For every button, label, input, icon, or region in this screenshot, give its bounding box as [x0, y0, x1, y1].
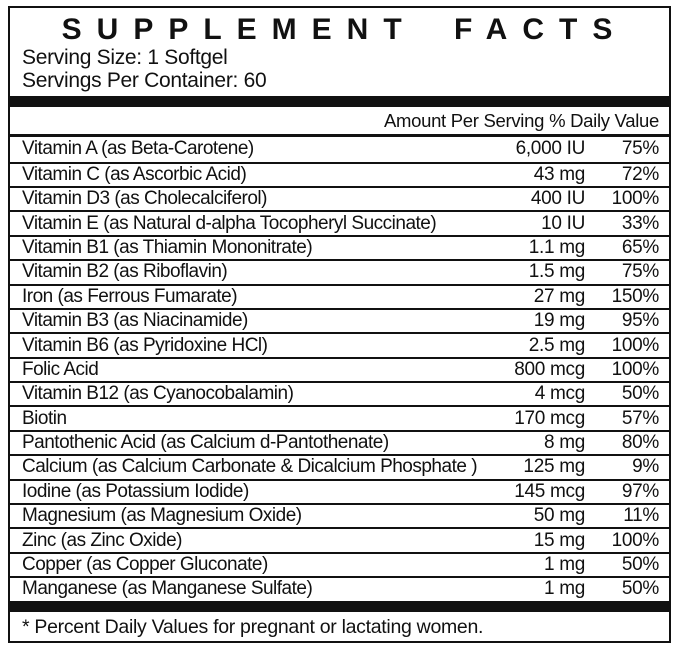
footnote: * Percent Daily Values for pregnant or l…	[22, 615, 484, 638]
nutrient-name: Vitamin B12 (as Cyanocobalamin)	[22, 383, 294, 405]
table-row: Zinc (as Zinc Oxide) 15 mg 100%	[10, 527, 669, 551]
divider-bar-bottom	[10, 600, 669, 612]
nutrient-daily-value: 33%	[621, 212, 659, 234]
nutrient-name: Calcium (as Calcium Carbonate & Dicalciu…	[22, 456, 478, 478]
nutrient-amount: 145 mcg	[514, 480, 585, 502]
nutrient-amount: 10 IU	[541, 212, 585, 234]
nutrient-name: Vitamin E (as Natural d-alpha Tocopheryl…	[22, 212, 437, 234]
nutrient-daily-value: 50%	[621, 578, 659, 600]
table-row: Vitamin B2 (as Riboflavin) 1.5 mg 75%	[10, 259, 669, 283]
nutrient-amount: 1 mg	[543, 554, 585, 576]
nutrient-daily-value: 75%	[621, 138, 659, 160]
table-row: Vitamin B6 (as Pyridoxine HCl) 2.5 mg 10…	[10, 332, 669, 356]
nutrient-name: Vitamin B6 (as Pyridoxine HCl)	[22, 334, 268, 356]
nutrient-name: Vitamin B3 (as Niacinamide)	[22, 310, 248, 332]
column-header-row: Amount Per Serving % Daily Value	[10, 107, 669, 138]
table-row: Manganese (as Manganese Sulfate) 1 mg 50…	[10, 576, 669, 600]
nutrient-amount: 19 mg	[533, 310, 586, 332]
nutrient-daily-value: 100%	[611, 529, 660, 551]
table-row: Vitamin E (as Natural d-alpha Tocopheryl…	[10, 210, 669, 234]
table-row: Pantothenic Acid (as Calcium d-Pantothen…	[10, 429, 669, 454]
table-row: Vitamin B12 (as Cyanocobalamin) 4 mcg 50…	[10, 381, 669, 405]
nutrient-daily-value: 80%	[621, 432, 659, 454]
nutrient-amount: 125 mg	[523, 456, 585, 478]
panel-title: SUPPLEMENT FACTS	[61, 13, 628, 46]
divider-bar-top	[10, 96, 669, 108]
supplement-facts-panel: SUPPLEMENT FACTS Serving Size: 1 Softgel…	[8, 6, 671, 643]
nutrient-name: Iodine (as Potassium Iodide)	[22, 480, 249, 502]
nutrient-daily-value: 65%	[621, 236, 659, 258]
nutrient-daily-value: 75%	[621, 261, 659, 283]
servings-per-container: Servings Per Container: 60	[22, 69, 267, 93]
nutrient-amount: 2.5 mg	[528, 334, 586, 356]
nutrient-amount: 800 mcg	[514, 358, 585, 380]
nutrient-name: Vitamin A (as Beta-Carotene)	[22, 138, 254, 160]
nutrient-daily-value: 100%	[611, 334, 660, 356]
nutrient-daily-value: 50%	[621, 383, 659, 405]
nutrient-amount: 170 mcg	[514, 407, 585, 429]
table-row: Calcium (as Calcium Carbonate & Dicalciu…	[10, 454, 669, 478]
nutrient-amount: 400 IU	[530, 188, 585, 210]
table-row: Iodine (as Potassium Iodide) 145 mcg 97%	[10, 478, 669, 503]
table-row: Copper (as Copper Gluconate) 1 mg 50%	[10, 551, 669, 576]
nutrient-daily-value: 50%	[621, 554, 659, 576]
nutrient-name: Biotin	[22, 407, 67, 429]
nutrient-amount: 15 mg	[533, 529, 586, 551]
nutrient-table: Vitamin A (as Beta-Carotene) 6,000 IU 75…	[10, 137, 669, 600]
nutrient-name: Folic Acid	[22, 358, 99, 380]
nutrient-name: Vitamin C (as Ascorbic Acid)	[22, 163, 247, 185]
nutrient-amount: 1 mg	[543, 578, 585, 600]
nutrient-daily-value: 9%	[632, 456, 659, 478]
serving-size: Serving Size: 1 Softgel	[22, 46, 228, 69]
nutrient-daily-value: 11%	[623, 505, 659, 527]
nutrient-amount: 1.5 mg	[528, 261, 586, 283]
table-row: Biotin 170 mcg 57%	[10, 405, 669, 429]
daily-value-column-header: % Daily Value	[549, 110, 659, 132]
nutrient-name: Magnesium (as Magnesium Oxide)	[22, 505, 302, 527]
nutrient-daily-value: 72%	[621, 163, 659, 185]
nutrient-daily-value: 100%	[611, 358, 660, 380]
nutrient-amount: 6,000 IU	[515, 138, 586, 160]
nutrient-name: Manganese (as Manganese Sulfate)	[22, 578, 313, 600]
amount-column-header: Amount Per Serving	[383, 110, 545, 132]
nutrient-name: Vitamin B1 (as Thiamin Mononitrate)	[22, 236, 313, 258]
nutrient-daily-value: 100%	[611, 188, 660, 210]
nutrient-daily-value: 97%	[621, 480, 659, 502]
nutrient-name: Iron (as Ferrous Fumarate)	[22, 285, 238, 307]
nutrient-amount: 8 mg	[543, 432, 585, 454]
table-row: Folic Acid 800 mcg 100%	[10, 356, 669, 381]
table-row: Magnesium (as Magnesium Oxide) 50 mg 11%	[10, 503, 669, 527]
nutrient-daily-value: 150%	[611, 285, 660, 307]
table-row: Vitamin C (as Ascorbic Acid) 43 mg 72%	[10, 161, 669, 186]
nutrient-name: Vitamin B2 (as Riboflavin)	[22, 261, 228, 283]
nutrient-amount: 43 mg	[533, 163, 586, 185]
nutrient-daily-value: 57%	[621, 407, 659, 429]
nutrient-amount: 1.1 mg	[528, 236, 586, 258]
nutrient-amount: 4 mcg	[534, 383, 586, 405]
nutrient-daily-value: 95%	[621, 310, 659, 332]
table-row: Vitamin B1 (as Thiamin Mononitrate) 1.1 …	[10, 234, 669, 259]
table-row: Iron (as Ferrous Fumarate) 27 mg 150%	[10, 283, 669, 308]
table-row: Vitamin D3 (as Cholecalciferol) 400 IU 1…	[10, 185, 669, 210]
nutrient-name: Copper (as Copper Gluconate)	[22, 554, 268, 576]
table-row: Vitamin A (as Beta-Carotene) 6,000 IU 75…	[10, 137, 669, 161]
nutrient-name: Zinc (as Zinc Oxide)	[22, 529, 182, 551]
nutrient-amount: 27 mg	[533, 285, 586, 307]
nutrient-amount: 50 mg	[533, 505, 586, 527]
nutrient-name: Pantothenic Acid (as Calcium d-Pantothen…	[22, 432, 389, 454]
nutrient-name: Vitamin D3 (as Cholecalciferol)	[22, 188, 267, 210]
table-row: Vitamin B3 (as Niacinamide) 19 mg 95%	[10, 307, 669, 332]
